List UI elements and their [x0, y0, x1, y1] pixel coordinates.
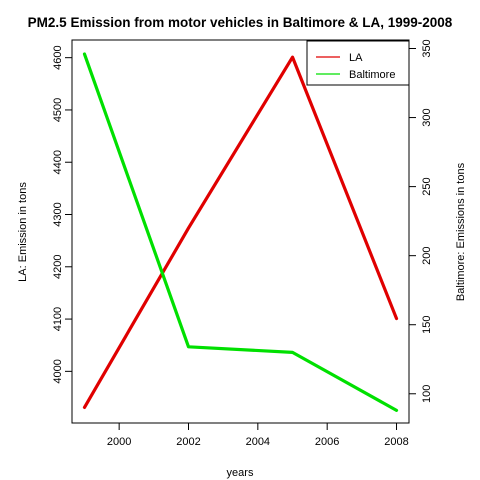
y-right-tick-label: 300: [421, 108, 433, 126]
y-left-tick-label: 4100: [52, 307, 64, 331]
legend-box: [306, 40, 410, 86]
legend-label-baltimore: Baltimore: [349, 69, 395, 81]
x-tick-label: 2004: [246, 436, 270, 448]
y-axis-left-label: LA: Emission in tons: [17, 182, 29, 282]
chart-title: PM2.5 Emission from motor vehicles in Ba…: [28, 15, 453, 30]
x-axis-label: years: [227, 467, 254, 479]
y-right-tick-label: 350: [421, 39, 433, 57]
x-tick-label: 2008: [384, 436, 408, 448]
y-right-tick-label: 200: [421, 246, 433, 264]
legend-label-la: LA: [349, 52, 363, 64]
y-left-tick-label: 4500: [52, 98, 64, 122]
y-left-tick-label: 4300: [52, 202, 64, 226]
y-right-tick-label: 250: [421, 177, 433, 195]
y-left-tick-label: 4400: [52, 150, 64, 174]
x-tick-label: 2006: [315, 436, 339, 448]
y-axis-right: 100 150 200 250 300 350: [408, 39, 433, 403]
y-axis-left: 4000 4100 4200 4300 4400 4500 4600: [52, 45, 73, 384]
legend: LA Baltimore: [306, 40, 410, 86]
y-axis-right-label: Baltimore: Emissions in tons: [455, 162, 467, 301]
y-left-tick-label: 4000: [52, 359, 64, 383]
plot-frame: [71, 39, 410, 424]
series-layer: [82, 52, 399, 412]
y-right-tick-label: 100: [421, 385, 433, 403]
y-left-tick-label: 4200: [52, 255, 64, 279]
series-line-la: [82, 55, 399, 410]
y-right-tick-label: 150: [421, 316, 433, 334]
x-tick-label: 2002: [176, 436, 200, 448]
series-line-baltimore: [82, 52, 399, 412]
y-left-tick-label: 4600: [52, 45, 64, 69]
x-axis: 2000 2002 2004 2006 2008: [107, 422, 409, 448]
x-tick-label: 2000: [107, 436, 131, 448]
